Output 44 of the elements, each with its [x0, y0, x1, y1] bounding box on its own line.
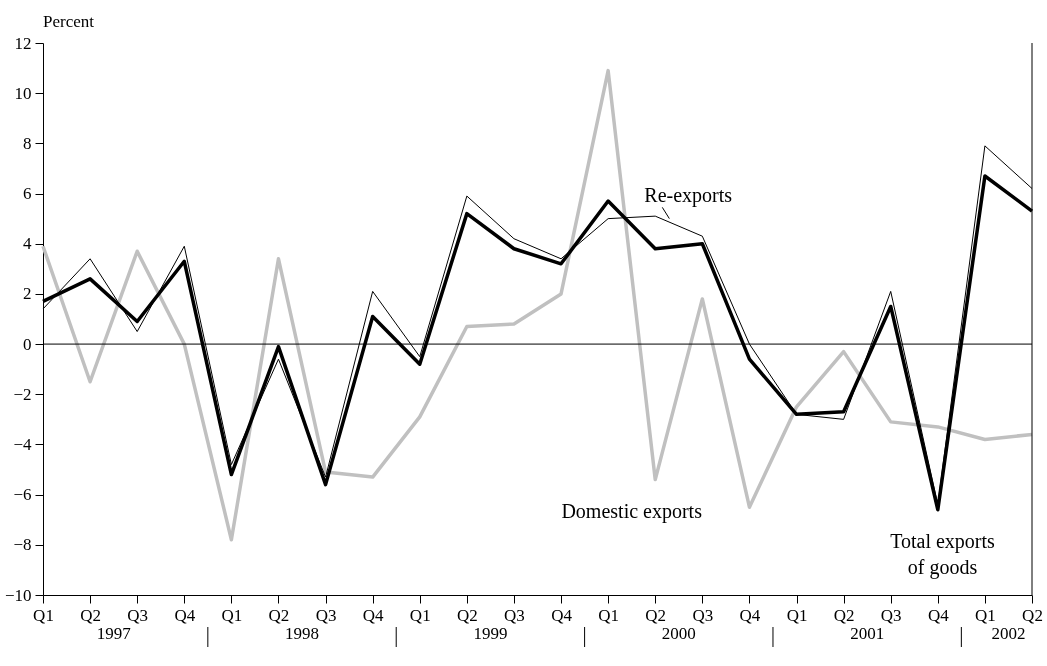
- x-tick-label: Q3: [504, 605, 525, 625]
- text: 2000: [661, 624, 696, 643]
- x-tick-label: Q4: [362, 605, 385, 625]
- x-tick-label: Q1: [598, 605, 620, 625]
- x-tick-label: Q2: [80, 605, 101, 625]
- text: 1997: [96, 624, 132, 643]
- y-axis-title: Percent: [43, 12, 95, 31]
- y-tick-label: 0: [23, 334, 32, 354]
- series-label: Domestic exports: [561, 500, 703, 524]
- y-tick-label: 12: [14, 33, 32, 53]
- y-tick-label: −4: [13, 434, 32, 454]
- y-tick-label: −8: [13, 535, 32, 555]
- y-tick-label: 8: [23, 133, 32, 153]
- x-tick-label: Q2: [1022, 605, 1043, 625]
- y-tick-label: −2: [13, 384, 32, 404]
- x-tick-label: Q1: [221, 605, 243, 625]
- x-tick-label: Q4: [551, 605, 573, 625]
- text: Total exports of goods: [890, 530, 996, 580]
- x-tick-label: Q2: [833, 605, 855, 625]
- y-tick-label: −6: [13, 485, 32, 505]
- x-tick-label: Q1: [975, 605, 996, 625]
- x-tick-label: Q3: [880, 605, 902, 625]
- x-tick-label: Q4: [927, 605, 950, 625]
- x-tick-label: Q1: [409, 605, 431, 625]
- x-tick-label: Q2: [268, 605, 290, 625]
- y-tick-label: 6: [23, 184, 32, 204]
- x-tick-label: Q1: [33, 605, 54, 625]
- x-tick-label: Q2: [645, 605, 667, 625]
- x-tick-label: Q3: [692, 605, 714, 625]
- y-tick-label: −10: [4, 585, 32, 605]
- x-tick-label: Q4: [739, 605, 761, 625]
- y-tick-label: 2: [23, 284, 32, 304]
- text: 2002: [991, 624, 1026, 643]
- text: 1998: [285, 624, 320, 643]
- y-tick-label: 10: [14, 83, 32, 103]
- text: 1999: [473, 624, 508, 643]
- series-label: Re-exports: [644, 184, 733, 208]
- x-tick-label: Q3: [127, 605, 149, 625]
- text: 2001: [850, 624, 885, 643]
- x-tick-label: Q3: [315, 605, 337, 625]
- x-tick-label: Q2: [456, 605, 478, 625]
- y-tick-label: 4: [23, 234, 32, 254]
- x-tick-label: Q4: [174, 605, 196, 625]
- x-tick-label: Q1: [786, 605, 808, 625]
